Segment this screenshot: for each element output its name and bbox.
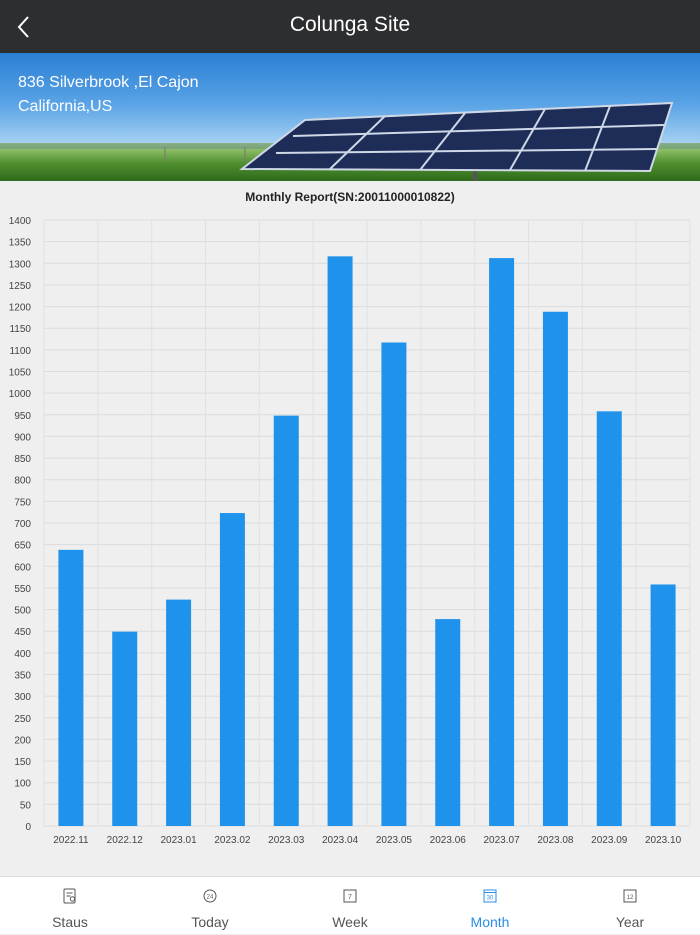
tab-bar: Staus 24 Today 7 Week 30 Month 12 Year	[0, 876, 700, 934]
svg-text:12: 12	[627, 895, 634, 901]
y-tick-label: 100	[14, 779, 31, 790]
chevron-left-icon	[17, 16, 29, 38]
x-tick-label: 2022.12	[107, 835, 144, 846]
tab-status-label: Staus	[52, 914, 88, 930]
bar	[381, 342, 407, 826]
x-tick-label: 2022.11	[53, 835, 89, 846]
bar	[273, 415, 299, 826]
tab-status[interactable]: Staus	[0, 877, 140, 935]
x-tick-label: 2023.07	[484, 835, 521, 846]
tab-year[interactable]: 12 Year	[560, 877, 700, 935]
y-tick-label: 300	[14, 692, 31, 703]
month-30-icon: 30	[483, 889, 497, 903]
tab-today-label: Today	[191, 914, 229, 930]
x-tick-label: 2023.08	[537, 835, 574, 846]
y-tick-label: 1400	[9, 216, 32, 227]
y-tick-label: 1300	[9, 259, 32, 270]
y-tick-label: 450	[14, 627, 31, 638]
x-tick-label: 2023.06	[430, 835, 467, 846]
x-tick-label: 2023.05	[376, 835, 413, 846]
x-tick-label: 2023.02	[214, 835, 251, 846]
site-address-line2: California,US	[18, 98, 113, 115]
y-tick-label: 800	[14, 476, 31, 487]
y-tick-label: 900	[14, 432, 31, 443]
y-tick-label: 650	[14, 541, 31, 552]
monthly-bar-chart: 0 50 100 150 200 250 300 350 400 450 500 550 600 650 7…	[9, 216, 691, 846]
x-tick-label: 2023.04	[322, 835, 359, 846]
y-tick-label: 200	[14, 735, 31, 746]
y-tick-label: 50	[20, 800, 32, 811]
x-tick-label: 2023.01	[161, 835, 198, 846]
bar	[542, 311, 568, 826]
site-banner: 836 Silverbrook ,El Cajon California,US	[0, 53, 700, 181]
y-tick-label: 950	[14, 411, 31, 422]
y-tick-label: 700	[14, 519, 31, 530]
svg-text:30: 30	[487, 896, 494, 902]
solar-panel-image	[164, 101, 674, 181]
y-tick-label: 550	[14, 584, 31, 595]
page-title: Colunga Site	[289, 13, 411, 36]
tab-week[interactable]: 7 Week	[280, 877, 420, 935]
y-tick-label: 1250	[9, 281, 32, 292]
y-tick-label: 150	[14, 757, 31, 768]
tab-year-label: Year	[615, 914, 645, 930]
tab-month[interactable]: 30 Month	[420, 877, 560, 935]
y-tick-label: 400	[14, 649, 31, 660]
year-12-icon: 12	[623, 889, 637, 903]
y-tick-label: 1050	[9, 368, 32, 379]
today-24-icon: 24	[203, 889, 217, 903]
bar	[435, 619, 461, 826]
x-tick-label: 2023.10	[645, 835, 682, 846]
bar	[650, 584, 676, 826]
x-tick-label: 2023.09	[591, 835, 628, 846]
bar	[596, 411, 622, 826]
y-tick-label: 1350	[9, 238, 32, 249]
y-tick-label: 350	[14, 671, 31, 682]
x-tick-label: 2023.03	[268, 835, 305, 846]
tab-today[interactable]: 24 Today	[140, 877, 280, 935]
bar	[327, 256, 353, 826]
y-tick-label: 1150	[9, 324, 31, 335]
y-tick-label: 600	[14, 562, 31, 573]
svg-text:24: 24	[207, 895, 214, 901]
status-icon	[63, 888, 76, 904]
y-tick-label: 1200	[9, 303, 32, 314]
y-tick-label: 500	[14, 606, 31, 617]
monthly-chart-panel: 0 50 100 150 200 250 300 350 400 450 500 550 600 650 7…	[0, 181, 700, 876]
bar	[112, 631, 138, 826]
back-button[interactable]	[12, 12, 40, 42]
y-tick-label: 0	[25, 822, 31, 833]
y-tick-label: 1100	[9, 346, 31, 357]
tab-month-label: Month	[470, 914, 510, 930]
svg-text:7: 7	[348, 894, 352, 901]
y-tick-label: 750	[14, 497, 31, 508]
bar	[58, 549, 84, 826]
y-tick-label: 850	[14, 454, 31, 465]
bar	[489, 258, 515, 826]
bar	[166, 599, 192, 826]
nav-bar: Colunga Site	[0, 0, 700, 53]
chart-title: Monthly Report(SN:20011000010822)	[245, 190, 455, 204]
week-7-icon: 7	[343, 889, 357, 903]
y-tick-label: 250	[14, 714, 31, 725]
y-tick-label: 1000	[9, 389, 32, 400]
tab-week-label: Week	[332, 914, 368, 930]
bar	[219, 513, 245, 826]
site-address-line1: 836 Silverbrook ,El Cajon	[18, 74, 199, 91]
